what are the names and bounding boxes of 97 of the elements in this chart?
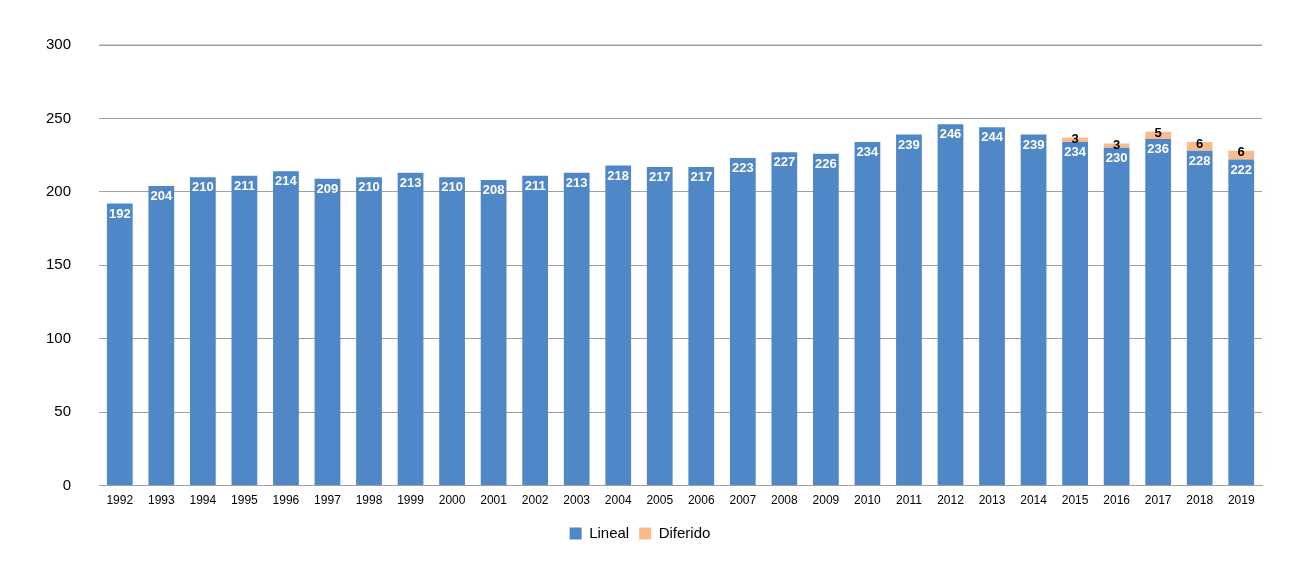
x-tick-label: 2019	[1227, 493, 1255, 508]
data-label: 211	[233, 177, 255, 193]
bar	[439, 177, 465, 486]
x-tick-label: 1998	[355, 493, 383, 508]
data-label: 208	[482, 182, 505, 198]
bar	[189, 177, 216, 486]
x-tick-label: 1992	[106, 493, 134, 508]
x-tick-label: 2003	[563, 493, 591, 508]
legend-label: Lineal	[589, 523, 630, 541]
x-tick-label: 2005	[646, 493, 674, 508]
bar	[854, 141, 881, 486]
y-tick-label: 0	[62, 475, 72, 493]
data-label: 211	[524, 177, 546, 193]
data-label: 210	[441, 179, 463, 195]
x-tick-label: 1999	[397, 493, 425, 508]
data-label: 192	[108, 205, 131, 221]
data-label: 236	[1147, 141, 1170, 157]
x-tick-label: 2011	[896, 493, 923, 508]
x-tick-label: 2010	[854, 493, 882, 508]
bar	[813, 153, 839, 486]
bar	[646, 166, 673, 486]
x-tick-label: 1993	[147, 493, 175, 508]
data-label: 5	[1154, 125, 1162, 141]
bar	[605, 165, 632, 486]
bar	[896, 134, 922, 486]
data-label: 244	[981, 129, 1004, 145]
bar	[1062, 141, 1088, 486]
data-label: 239	[898, 136, 920, 152]
bar	[397, 172, 424, 486]
x-tick-label: 2016	[1103, 493, 1131, 508]
x-tick-label: 1997	[314, 493, 342, 508]
bar	[148, 185, 175, 486]
data-label: 209	[316, 180, 339, 196]
y-tick-label: 200	[46, 182, 72, 200]
bar	[688, 166, 715, 486]
x-tick-label: 2009	[812, 493, 840, 508]
bar	[231, 175, 258, 486]
y-tick-label: 50	[54, 402, 72, 420]
data-label: 217	[690, 168, 713, 184]
x-tick-label: 2015	[1061, 493, 1089, 508]
bar	[1228, 159, 1255, 486]
data-label: 6	[1196, 135, 1204, 151]
y-tick-label: 250	[46, 108, 72, 126]
bar	[522, 175, 549, 486]
y-tick-label: 150	[46, 255, 72, 273]
bar	[356, 177, 382, 486]
data-label: 210	[358, 179, 380, 195]
data-label: 234	[856, 144, 880, 160]
bar	[106, 203, 133, 486]
data-label: 239	[1022, 136, 1045, 152]
bar	[563, 172, 590, 486]
data-label: 3	[1113, 136, 1121, 152]
data-label: 246	[939, 126, 962, 142]
x-tick-label: 2014	[1020, 493, 1048, 508]
bar	[1145, 139, 1172, 486]
data-label: 218	[607, 167, 630, 183]
y-tick-label: 300	[46, 35, 72, 53]
data-label: 210	[192, 179, 214, 195]
bar	[729, 158, 756, 486]
data-label: 6	[1237, 144, 1245, 160]
bar	[480, 180, 507, 486]
data-label: 230	[1105, 149, 1128, 165]
x-tick-label: 2017	[1144, 493, 1172, 508]
data-label: 217	[648, 168, 671, 184]
x-tick-label: 2000	[438, 493, 466, 508]
data-label: 226	[815, 155, 837, 171]
x-tick-label: 2007	[729, 493, 757, 508]
x-tick-label: 1994	[189, 493, 217, 508]
x-tick-label: 2001	[480, 493, 508, 508]
bar	[1103, 147, 1130, 486]
x-tick-label: 2012	[937, 493, 965, 508]
x-tick-label: 2008	[771, 493, 799, 508]
x-tick-label: 2002	[521, 493, 549, 508]
x-tick-label: 2018	[1186, 493, 1214, 508]
data-label: 204	[150, 188, 173, 204]
bar	[314, 178, 341, 486]
bar	[273, 171, 299, 486]
data-label: 234	[1064, 144, 1087, 160]
bar	[1186, 150, 1213, 486]
data-label: 227	[773, 154, 796, 170]
data-label: 213	[399, 174, 422, 190]
data-label: 222	[1230, 161, 1253, 177]
data-label: 214	[275, 173, 298, 189]
legend-label: Diferido	[658, 523, 711, 541]
x-tick-label: 2004	[604, 493, 632, 508]
x-tick-label: 2013	[978, 493, 1006, 508]
x-tick-label: 1996	[272, 493, 300, 508]
bar	[771, 152, 798, 486]
data-label: 213	[565, 174, 588, 190]
bar	[979, 127, 1005, 486]
y-tick-label: 100	[46, 328, 72, 346]
bar	[1020, 134, 1047, 486]
x-tick-label: 2006	[687, 493, 715, 508]
data-label: 228	[1188, 152, 1211, 168]
data-label: 223	[731, 160, 754, 176]
x-tick-label: 1995	[231, 493, 259, 508]
bar	[937, 124, 964, 486]
